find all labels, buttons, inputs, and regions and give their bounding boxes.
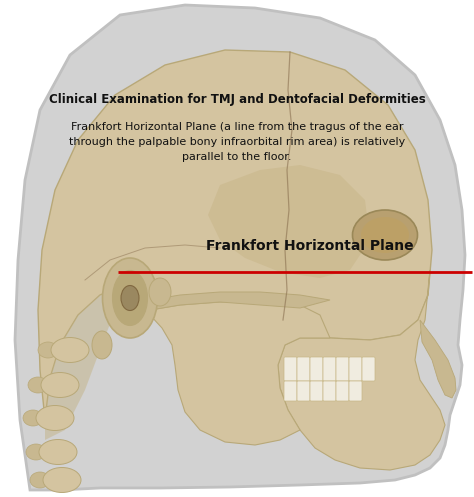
Polygon shape [278, 270, 445, 470]
Ellipse shape [121, 285, 139, 311]
Ellipse shape [51, 337, 89, 362]
Polygon shape [38, 50, 432, 420]
Polygon shape [150, 302, 330, 445]
Ellipse shape [28, 377, 48, 393]
Ellipse shape [23, 410, 43, 426]
FancyBboxPatch shape [297, 381, 310, 401]
Ellipse shape [39, 439, 77, 465]
Polygon shape [150, 292, 330, 310]
Polygon shape [15, 5, 465, 490]
Text: Frankfort Horizontal Plane: Frankfort Horizontal Plane [206, 239, 414, 253]
Polygon shape [420, 320, 456, 398]
Ellipse shape [102, 258, 157, 338]
FancyBboxPatch shape [310, 357, 323, 381]
FancyBboxPatch shape [284, 381, 297, 401]
FancyBboxPatch shape [349, 357, 362, 381]
Ellipse shape [149, 278, 171, 306]
Polygon shape [208, 165, 370, 278]
Polygon shape [45, 285, 125, 440]
Ellipse shape [353, 210, 418, 260]
FancyBboxPatch shape [310, 381, 323, 401]
Text: Clinical Examination for TMJ and Dentofacial Deformities: Clinical Examination for TMJ and Dentofa… [49, 93, 425, 106]
FancyBboxPatch shape [362, 357, 375, 381]
Ellipse shape [361, 217, 409, 253]
Text: Frankfort Horizontal Plane (a line from the tragus of the ear: Frankfort Horizontal Plane (a line from … [71, 122, 403, 132]
Ellipse shape [41, 372, 79, 398]
Ellipse shape [43, 468, 81, 493]
FancyBboxPatch shape [323, 381, 336, 401]
FancyBboxPatch shape [349, 381, 362, 401]
Ellipse shape [112, 270, 147, 326]
Text: parallel to the floor.: parallel to the floor. [182, 152, 292, 162]
FancyBboxPatch shape [336, 381, 349, 401]
Text: through the palpable bony infraorbital rim area) is relatively: through the palpable bony infraorbital r… [69, 137, 405, 147]
Ellipse shape [38, 342, 58, 358]
Ellipse shape [36, 406, 74, 430]
FancyBboxPatch shape [297, 357, 310, 381]
Ellipse shape [92, 331, 112, 359]
FancyBboxPatch shape [323, 357, 336, 381]
FancyBboxPatch shape [284, 357, 297, 381]
Ellipse shape [26, 444, 46, 460]
Ellipse shape [30, 472, 50, 488]
FancyBboxPatch shape [336, 357, 349, 381]
